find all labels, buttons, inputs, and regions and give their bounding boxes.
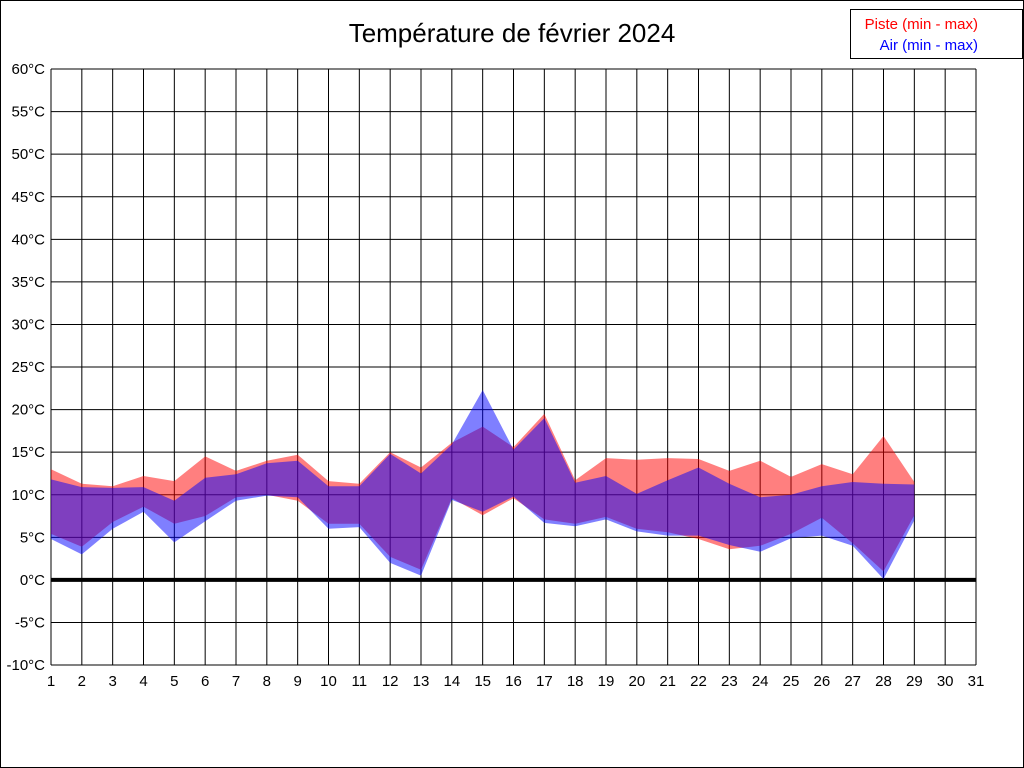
x-tick-label-4: 4 bbox=[139, 673, 147, 690]
x-tick-label-25: 25 bbox=[783, 673, 800, 690]
y-tick-label-30: 30°C bbox=[11, 316, 45, 333]
x-tick-label-20: 20 bbox=[628, 673, 645, 690]
air-band bbox=[51, 390, 915, 579]
x-tick-label-3: 3 bbox=[108, 673, 116, 690]
x-tick-label-23: 23 bbox=[721, 673, 738, 690]
y-tick-label-45: 45°C bbox=[11, 189, 45, 206]
x-tick-label-18: 18 bbox=[567, 673, 584, 690]
x-tick-label-12: 12 bbox=[382, 673, 399, 690]
x-tick-label-28: 28 bbox=[875, 673, 892, 690]
y-tick-label-35: 35°C bbox=[11, 274, 45, 291]
x-tick-label-31: 31 bbox=[968, 673, 985, 690]
x-tick-label-10: 10 bbox=[320, 673, 337, 690]
legend-item-piste: Piste (min - max) bbox=[864, 16, 978, 33]
y-tick-label-55: 55°C bbox=[11, 104, 45, 121]
x-tick-label-13: 13 bbox=[413, 673, 430, 690]
x-tick-label-24: 24 bbox=[752, 673, 769, 690]
x-tick-label-14: 14 bbox=[443, 673, 460, 690]
x-tick-label-21: 21 bbox=[659, 673, 676, 690]
x-tick-label-26: 26 bbox=[813, 673, 830, 690]
y-tick-label-15: 15°C bbox=[11, 444, 45, 461]
x-tick-label-7: 7 bbox=[232, 673, 240, 690]
x-tick-label-19: 19 bbox=[598, 673, 615, 690]
y-tick-label-50: 50°C bbox=[11, 146, 45, 163]
y-tick-label-60: 60°C bbox=[11, 61, 45, 78]
y-tick-label--5: -5°C bbox=[15, 614, 45, 631]
x-tick-label-8: 8 bbox=[263, 673, 271, 690]
chart-title: Température de février 2024 bbox=[348, 18, 676, 48]
y-tick-label-40: 40°C bbox=[11, 231, 45, 248]
grid bbox=[50, 68, 977, 666]
y-tick-label-25: 25°C bbox=[11, 359, 45, 376]
legend-item-air: Air (min - max) bbox=[879, 37, 978, 54]
y-tick-label-0: 0°C bbox=[20, 572, 45, 589]
y-tick-label-10: 10°C bbox=[11, 487, 45, 504]
y-tick-label-5: 5°C bbox=[20, 529, 45, 546]
x-tick-label-27: 27 bbox=[844, 673, 861, 690]
y-tick-label-20: 20°C bbox=[11, 402, 45, 419]
x-tick-label-11: 11 bbox=[352, 673, 368, 690]
x-tick-label-16: 16 bbox=[505, 673, 522, 690]
x-tick-label-29: 29 bbox=[906, 673, 923, 690]
x-tick-label-15: 15 bbox=[474, 673, 491, 690]
x-tick-label-9: 9 bbox=[293, 673, 301, 690]
y-axis-labels: -10°C -5°C 0°C 5°C 10°C 15°C 20°C 25°C 30°C 35°C 4… bbox=[6, 61, 45, 674]
x-tick-label-22: 22 bbox=[690, 673, 707, 690]
x-tick-label-17: 17 bbox=[536, 673, 553, 690]
x-tick-label-1: 1 bbox=[47, 673, 55, 690]
x-axis-labels: 1 2 3 4 5 6 7 8 9 10 11 12 13 14 15 16 17 18 19 20 21 22 23 24 2… bbox=[47, 673, 985, 690]
x-tick-label-30: 30 bbox=[937, 673, 954, 690]
y-tick-label--10: -10°C bbox=[6, 657, 45, 674]
x-tick-label-5: 5 bbox=[170, 673, 178, 690]
chart-legend: Piste (min - max) Air (min - max) bbox=[850, 9, 1023, 59]
x-tick-label-6: 6 bbox=[201, 673, 209, 690]
x-tick-label-2: 2 bbox=[78, 673, 86, 690]
